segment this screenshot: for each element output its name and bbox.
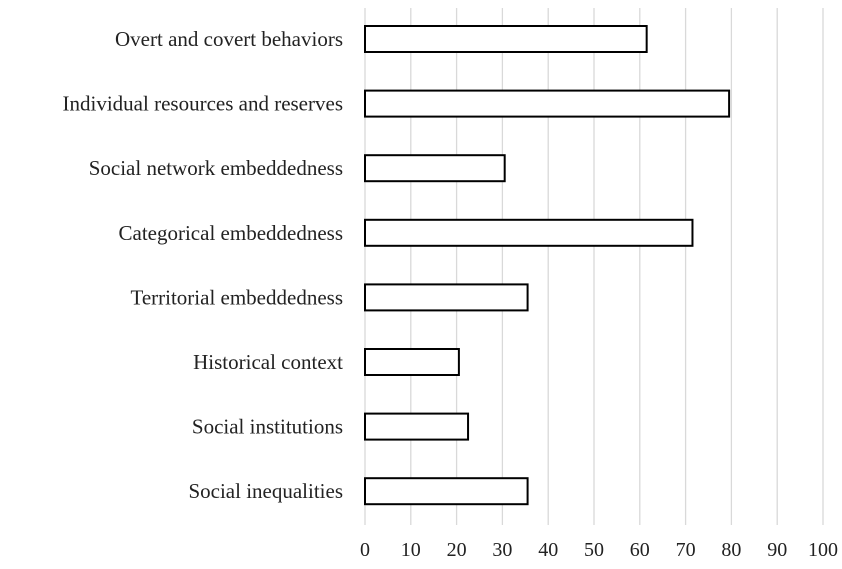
category-label-territorial-embeddedness: Territorial embeddedness [130,285,343,309]
category-label-historical-context: Historical context [193,350,343,374]
x-tick-label: 10 [401,539,421,561]
bar-social-institutions [364,412,470,441]
grid-lines [364,8,824,525]
category-label-overt-and-covert-behaviors: Overt and covert behaviors [115,27,343,51]
category-label-social-network-embeddedness: Social network embeddedness [89,156,343,180]
x-tick-label: 90 [767,539,787,561]
bar-historical-context [364,348,460,376]
x-tick-label: 0 [360,539,370,561]
category-label-categorical-embeddedness: Categorical embeddedness [119,221,344,245]
category-label-social-inequalities: Social inequalities [188,479,343,503]
category-labels: Overt and covert behaviors Individual res… [63,27,344,503]
bar-territorial-embeddedness [364,283,529,312]
x-tick-label: 100 [808,539,838,561]
x-tick-label: 40 [538,539,558,561]
bars [364,25,731,506]
x-tick-label: 20 [447,539,467,561]
x-tick-label: 50 [584,539,604,561]
x-tick-label: 60 [630,539,650,561]
bar-social-inequalities [364,477,529,506]
x-tick-label: 30 [492,539,512,561]
category-label-individual-resources-and-reserves: Individual resources and reserves [63,92,343,116]
bar-overt-and-covert-behaviors [364,25,648,53]
x-tick-label: 80 [721,539,741,561]
x-tick-label: 70 [676,539,696,561]
bar-social-network-embeddedness [364,154,506,183]
category-label-social-institutions: Social institutions [192,415,343,439]
bar-individual-resources-and-reserves [364,89,731,118]
bar-categorical-embeddedness [364,218,694,247]
x-tick-labels: 0 10 20 30 40 50 60 70 80 90 100 [360,539,838,561]
